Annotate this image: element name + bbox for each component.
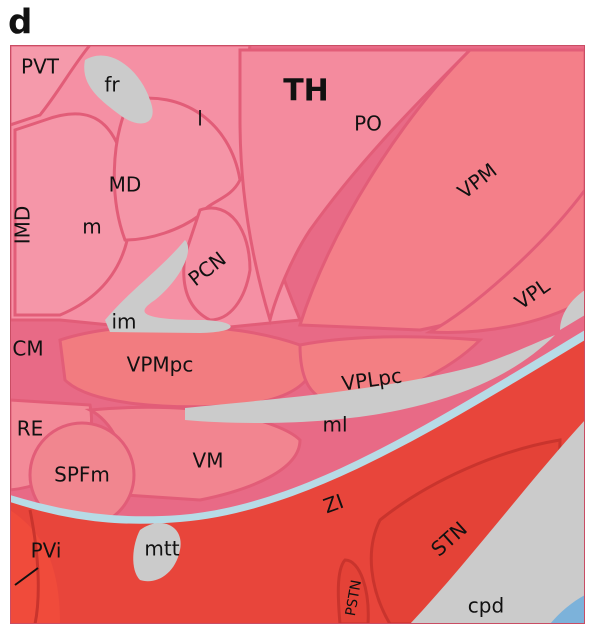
label: MD [109, 173, 142, 197]
label: VM [193, 449, 224, 473]
label: l [197, 107, 203, 131]
label: fr [104, 73, 120, 97]
label: PVT [21, 55, 60, 79]
label: VPMpc [127, 353, 194, 377]
label: CM [12, 337, 43, 361]
label: im [111, 310, 136, 334]
atlas-section [10, 45, 585, 624]
diagram: d PVT [0, 0, 590, 624]
panel-label: d [8, 3, 32, 43]
label: PO [354, 112, 382, 136]
label: SPFm [54, 463, 110, 487]
label: mtt [144, 537, 179, 561]
label: cpd [468, 594, 504, 618]
label: PVi [31, 539, 62, 563]
label: RE [17, 417, 44, 441]
label: IMD [11, 206, 35, 245]
label: ml [322, 413, 347, 437]
label: m [82, 215, 101, 239]
label: TH [283, 74, 329, 109]
